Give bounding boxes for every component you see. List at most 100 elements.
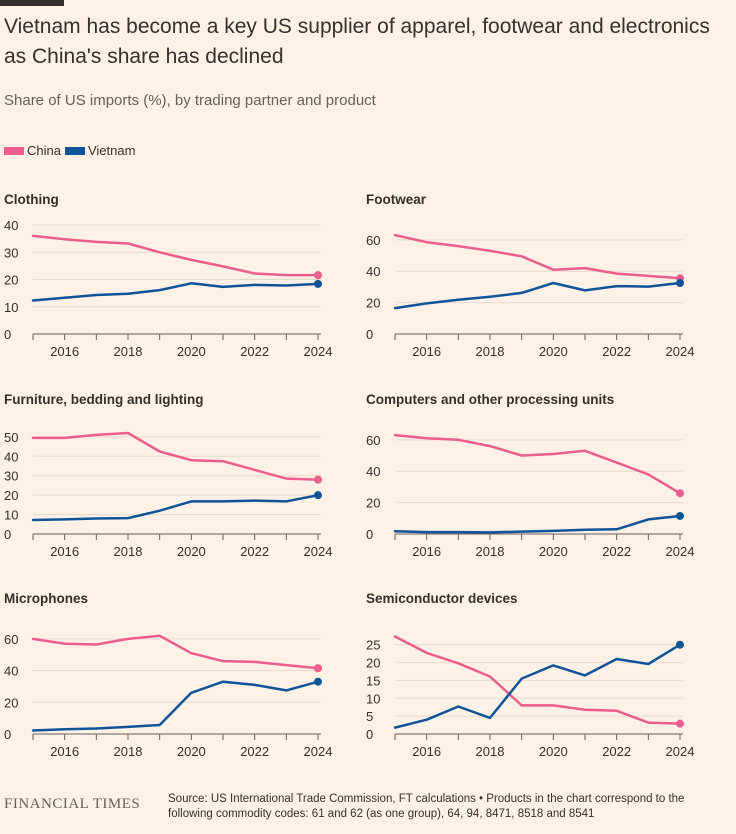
y-tick-label: 0: [4, 327, 11, 342]
x-tick-label: 2018: [114, 344, 143, 359]
page-title: Vietnam has become a key US supplier of …: [4, 15, 710, 68]
y-tick-label: 15: [366, 673, 380, 688]
x-tick-label: 2020: [177, 544, 206, 559]
y-tick-label: 10: [366, 691, 380, 706]
chart-title: Clothing: [4, 192, 59, 207]
series-line-china: [31, 634, 320, 670]
x-tick-label: 2022: [602, 744, 631, 759]
end-marker-china: [314, 664, 322, 673]
series-line-vietnam: [393, 281, 682, 310]
y-tick-label: 25: [366, 638, 380, 653]
legend: China Vietnam: [4, 143, 139, 158]
chart-panel-microphones: Microphones 0 20 40 60 2016 2018 2020 2022 2024: [4, 591, 332, 759]
end-marker-china: [676, 719, 684, 728]
y-tick-label: 20: [366, 496, 380, 511]
x-tick-label: 2016: [50, 544, 79, 559]
y-tick-label: 20: [4, 488, 18, 503]
chart-panel-clothing: Clothing 0 10 20 30 40 2016 2018 2020 2022 2024: [4, 192, 332, 359]
y-tick-label: 10: [4, 300, 18, 315]
y-tick-label: 30: [4, 245, 18, 260]
legend-label-vietnam: Vietnam: [87, 143, 136, 158]
x-tick-label: 2024: [666, 344, 695, 359]
chart-title: Furniture, bedding and lighting: [4, 392, 203, 407]
x-tick-label: 2022: [602, 344, 631, 359]
series-line-china: [393, 433, 682, 495]
series-line-vietnam: [393, 514, 682, 534]
series-line-china: [393, 233, 682, 280]
y-tick-label: 30: [4, 469, 18, 484]
end-marker-china: [314, 475, 322, 484]
x-tick-label: 2018: [114, 544, 143, 559]
x-tick-label: 2020: [539, 544, 568, 559]
y-tick-label: 60: [366, 233, 380, 248]
x-tick-label: 2016: [412, 744, 441, 759]
end-marker-china: [676, 489, 684, 498]
chart-title: Microphones: [4, 591, 88, 606]
series-line-china: [31, 431, 320, 481]
x-tick-label: 2020: [539, 344, 568, 359]
end-marker-vietnam: [314, 279, 322, 288]
chart-panel-furniture-bedding-and-lighting: Furniture, bedding and lighting 0 10 20 30 40…: [4, 392, 332, 559]
x-tick-label: 2024: [304, 544, 333, 559]
y-tick-label: 40: [4, 449, 18, 464]
x-tick-label: 2020: [177, 744, 206, 759]
y-tick-label: 0: [366, 727, 373, 742]
legend-swatch-vietnam: [64, 146, 85, 155]
y-tick-label: 60: [366, 433, 380, 448]
legend-label-china: China: [27, 143, 61, 158]
x-tick-label: 2024: [304, 344, 333, 359]
y-tick-label: 10: [4, 508, 18, 523]
x-tick-label: 2018: [476, 744, 505, 759]
chart-panel-footwear: Footwear 0 20 40 60 2016 2018 2020 2022 2024: [366, 192, 694, 359]
x-tick-label: 2022: [240, 344, 269, 359]
page-subtitle: Share of US imports (%), by trading part…: [4, 92, 376, 109]
series-line-vietnam: [393, 643, 682, 729]
y-tick-label: 20: [4, 695, 18, 710]
source-note: Source: US International Trade Commissio…: [168, 793, 685, 820]
series-line-vietnam: [31, 493, 320, 522]
y-tick-label: 40: [366, 464, 380, 479]
series-line-china: [31, 234, 320, 277]
x-tick-label: 2024: [666, 544, 695, 559]
y-tick-label: 40: [366, 264, 380, 279]
x-tick-label: 2022: [602, 544, 631, 559]
chart-panel-semiconductor-devices: Semiconductor devices 0 5 10 15 20 25 2016 2018 2…: [366, 591, 694, 759]
y-tick-label: 0: [4, 727, 11, 742]
x-tick-label: 2018: [476, 344, 505, 359]
y-tick-label: 20: [4, 273, 18, 288]
end-marker-vietnam: [314, 677, 322, 686]
chart-title: Semiconductor devices: [366, 591, 518, 606]
series-line-vietnam: [31, 282, 320, 302]
chart-panel-computers-and-other-processing-units: Computers and other processing units 0 20 4…: [366, 392, 694, 559]
series-line-china: [393, 635, 682, 725]
legend-item-china: China: [4, 143, 61, 158]
x-tick-label: 2024: [666, 744, 695, 759]
brand-bar: [0, 0, 64, 6]
end-marker-vietnam: [676, 511, 684, 520]
y-tick-label: 20: [366, 656, 380, 671]
y-tick-label: 0: [366, 527, 373, 542]
y-tick-label: 20: [366, 296, 380, 311]
legend-item-vietnam: Vietnam: [64, 143, 136, 158]
y-tick-label: 50: [4, 430, 18, 445]
x-tick-label: 2016: [50, 744, 79, 759]
y-tick-label: 40: [4, 664, 18, 679]
y-tick-label: 40: [4, 218, 18, 233]
x-tick-label: 2016: [412, 344, 441, 359]
y-tick-label: 0: [366, 327, 373, 342]
x-tick-label: 2020: [177, 344, 206, 359]
ft-logo: FINANCIAL TIMES: [4, 796, 141, 812]
x-tick-label: 2024: [304, 744, 333, 759]
y-tick-label: 60: [4, 632, 18, 647]
legend-swatch-china: [4, 146, 24, 155]
x-tick-label: 2016: [50, 344, 79, 359]
chart-title: Computers and other processing units: [366, 392, 614, 407]
series-line-vietnam: [31, 680, 320, 732]
y-tick-label: 5: [366, 709, 373, 724]
x-tick-label: 2016: [412, 544, 441, 559]
end-marker-vietnam: [676, 640, 684, 649]
end-marker-vietnam: [314, 491, 322, 500]
x-tick-label: 2018: [476, 544, 505, 559]
y-tick-label: 0: [4, 527, 11, 542]
